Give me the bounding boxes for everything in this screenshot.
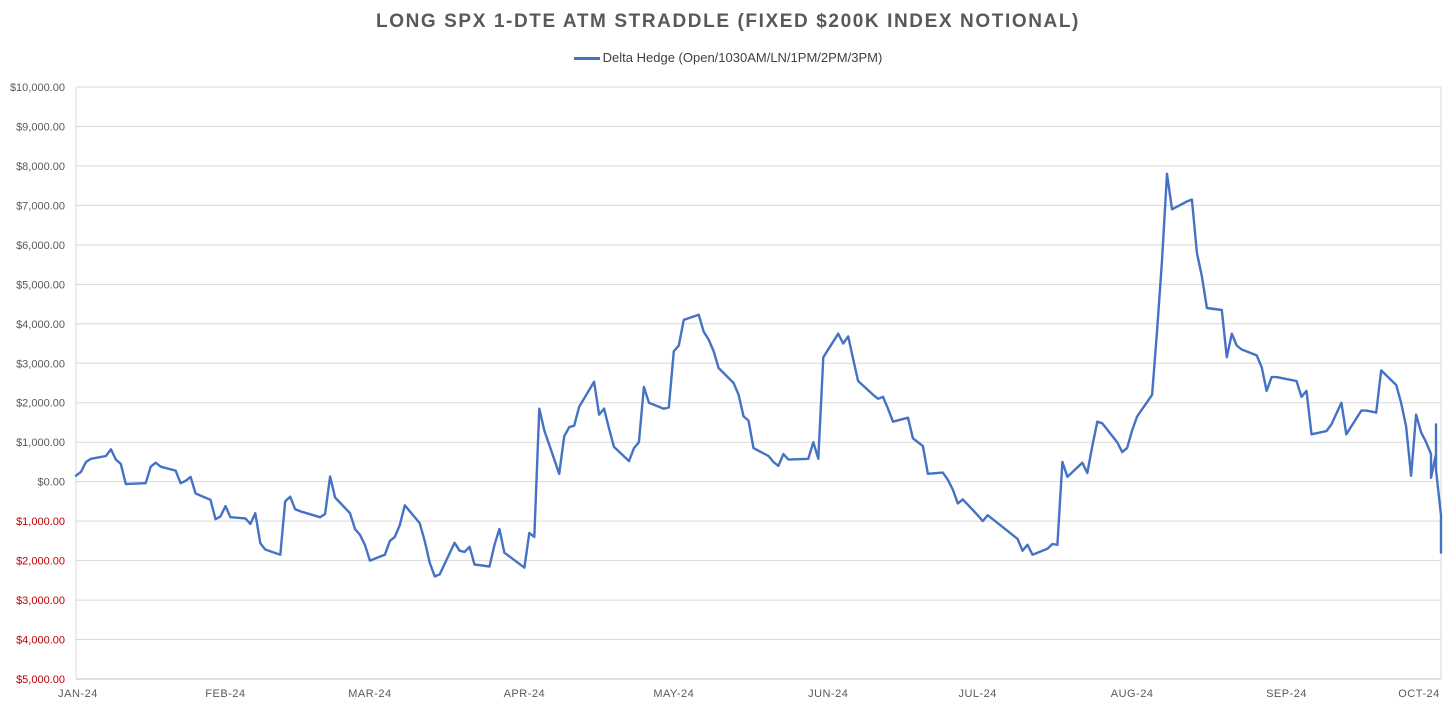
x-tick-label: APR-24 <box>504 688 546 700</box>
chart-title: LONG SPX 1-DTE ATM STRADDLE (FIXED $200K… <box>376 11 1080 32</box>
legend-label: Delta Hedge (Open/1030AM/LN/1PM/2PM/3PM) <box>602 50 883 65</box>
x-tick-label: FEB-24 <box>205 688 245 700</box>
x-tick-label: JAN-24 <box>58 688 98 700</box>
x-tick-label: AUG-24 <box>1111 688 1154 700</box>
y-tick-label: $2,000.00 <box>16 398 65 410</box>
series-line-delta-hedge <box>74 172 1443 578</box>
y-tick-label: $10,000.00 <box>10 82 65 94</box>
y-tick-label: $1,000.00 <box>16 437 65 449</box>
y-tick-label: $6,000.00 <box>16 240 65 252</box>
x-axis-tick-labels: JAN-24 FEB-24 MAR-24 APR-24 MAY-24 JUN-24 JUL-… <box>58 688 1440 700</box>
x-tick-label: JUL-24 <box>958 688 996 700</box>
y-tick-label: $4,000.00 <box>16 635 65 647</box>
y-tick-label: $8,000.00 <box>16 161 65 173</box>
legend-swatch-line <box>573 57 600 61</box>
y-tick-label: $9,000.00 <box>16 121 65 133</box>
legend: Delta Hedge (Open/1030AM/LN/1PM/2PM/3PM) <box>0 50 1456 65</box>
y-tick-label: $5,000.00 <box>16 279 65 291</box>
x-tick-label: MAY-24 <box>653 688 694 700</box>
gridlines <box>75 86 1442 680</box>
y-tick-label: $7,000.00 <box>16 200 65 212</box>
y-tick-label: $2,000.00 <box>16 556 65 568</box>
y-axis-tick-labels: $10,000.00 $9,000.00 $8,000.00 $7,000.00 $6,… <box>10 82 65 686</box>
y-tick-label: $0.00 <box>37 477 65 489</box>
y-tick-label: $1,000.00 <box>16 516 65 528</box>
y-tick-label: $3,000.00 <box>16 595 65 607</box>
x-tick-label: JUN-24 <box>808 688 848 700</box>
x-tick-label: OCT-24 <box>1398 688 1440 700</box>
x-tick-label: SEP-24 <box>1266 688 1307 700</box>
series-layer <box>74 172 1443 578</box>
y-tick-label: $3,000.00 <box>16 358 65 370</box>
y-tick-label: $5,000.00 <box>16 674 65 686</box>
y-tick-label: $4,000.00 <box>16 319 65 331</box>
x-tick-label: MAR-24 <box>348 688 391 700</box>
